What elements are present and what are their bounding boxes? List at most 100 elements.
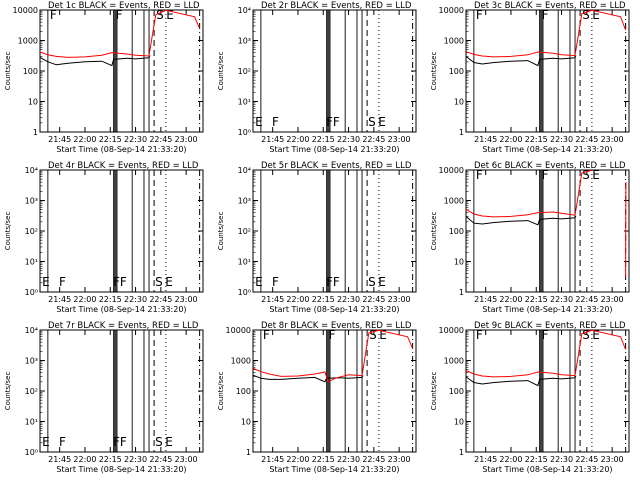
event-letter: F <box>542 8 549 22</box>
plot-frame <box>252 169 417 293</box>
event-letter: F <box>263 328 270 342</box>
plot-frame <box>252 9 417 133</box>
event-letter: S <box>155 435 163 449</box>
event-letter: S <box>582 328 590 342</box>
x-tick-label: 22:15 <box>99 135 122 144</box>
y-tick-label: 1000 <box>444 357 464 366</box>
y-axis-label: Counts/sec <box>430 212 438 251</box>
y-tick-label: 10³ <box>238 37 251 46</box>
x-tick-label: 22:30 <box>337 295 360 304</box>
event-letter: F <box>542 328 549 342</box>
x-tick-label: 21:45 <box>474 455 497 464</box>
x-tick-label: 22:30 <box>550 455 573 464</box>
y-tick-label: 10 <box>454 258 464 267</box>
y-axis-label: Counts/sec <box>430 372 438 411</box>
lld-series-line <box>465 329 627 378</box>
x-axis-label: Start Time (08-Sep-14 21:33:20) <box>56 465 186 474</box>
y-tick-label: 1000 <box>444 37 464 46</box>
x-tick-label: 22:45 <box>575 295 598 304</box>
y-tick-label: 1000 <box>18 37 38 46</box>
events-series-line <box>465 215 577 226</box>
y-tick-label: 10⁰ <box>238 288 251 297</box>
y-tick-label: 1 <box>459 128 464 137</box>
x-tick-label: 22:15 <box>525 135 548 144</box>
y-axis-label: Counts/sec <box>430 52 438 91</box>
lld-series-line <box>39 9 201 58</box>
x-tick-label: 22:45 <box>149 455 172 464</box>
plot-frame <box>39 169 204 293</box>
y-axis-label: Counts/sec <box>217 52 225 91</box>
x-axis-label: Start Time (08-Sep-14 21:33:20) <box>269 465 399 474</box>
x-tick-label: 22:30 <box>124 135 147 144</box>
detector-panel-7: Det 7r BLACK = Events, RED = LLD 10⁰ 10¹ 10… <box>4 321 204 474</box>
event-letter: E <box>42 435 50 449</box>
y-tick-label: 10¹ <box>238 258 251 267</box>
x-tick-label: 22:15 <box>525 295 548 304</box>
y-tick-label: 10² <box>238 227 251 236</box>
event-letter: F <box>329 328 336 342</box>
x-tick-label: 21:45 <box>261 135 284 144</box>
y-tick-label: 10 <box>454 418 464 427</box>
x-tick-label: 21:45 <box>48 295 71 304</box>
x-tick-label: 22:30 <box>124 455 147 464</box>
x-tick-label: 23:00 <box>388 295 411 304</box>
y-tick-label: 100 <box>236 387 251 396</box>
panel-title: Det 6c BLACK = Events, RED = LLD <box>474 161 626 171</box>
event-letter: F <box>59 275 66 289</box>
y-tick-label: 10³ <box>238 197 251 206</box>
y-tick-label: 10⁰ <box>25 448 38 457</box>
y-tick-label: 10 <box>454 98 464 107</box>
event-letter: S <box>368 115 376 129</box>
y-tick-label: 10² <box>238 67 251 76</box>
x-tick-label: 21:45 <box>474 295 497 304</box>
detector-panel-5: Det 5r BLACK = Events, RED = LLD 10⁰ 10¹ 10… <box>217 161 417 314</box>
event-letter: F <box>59 435 66 449</box>
event-letter: F <box>542 168 549 182</box>
event-letter: E <box>255 115 263 129</box>
x-tick-label: 21:45 <box>474 135 497 144</box>
x-tick-label: 22:45 <box>575 135 598 144</box>
x-tick-label: 22:00 <box>286 455 309 464</box>
event-letter: S <box>155 275 163 289</box>
y-tick-label: 10² <box>25 387 38 396</box>
plot-frame <box>39 329 204 453</box>
x-tick-label: 21:45 <box>261 295 284 304</box>
event-letter: E <box>166 8 174 22</box>
detector-panel-4: Det 4r BLACK = Events, RED = LLD 10⁰ 10¹ 10… <box>4 161 204 314</box>
event-letter: E <box>255 275 263 289</box>
y-tick-label: 10¹ <box>238 98 251 107</box>
x-tick-label: 22:00 <box>499 295 522 304</box>
event-letter: E <box>592 328 600 342</box>
event-letter: E <box>592 8 600 22</box>
event-letter: F <box>272 115 279 129</box>
panel-title: Det 9c BLACK = Events, RED = LLD <box>474 321 626 331</box>
y-axis-label: Counts/sec <box>4 212 12 251</box>
y-tick-label: 1000 <box>231 357 251 366</box>
x-axis-label: Start Time (08-Sep-14 21:33:20) <box>269 145 399 154</box>
panel-title: Det 8r BLACK = Events, RED = LLD <box>261 321 412 331</box>
y-tick-label: 10⁰ <box>25 288 38 297</box>
detector-panel-1: Det 1c BLACK = Events, RED = LLD 1 10 100 10… <box>4 1 204 154</box>
x-axis-label: Start Time (08-Sep-14 21:33:20) <box>482 305 612 314</box>
x-tick-label: 22:00 <box>286 135 309 144</box>
x-tick-label: 21:45 <box>48 455 71 464</box>
event-letter: FF <box>113 275 127 289</box>
plot-frame <box>252 329 417 453</box>
event-letter: E <box>379 328 387 342</box>
lld-series-line <box>465 169 593 218</box>
x-tick-label: 22:45 <box>149 135 172 144</box>
x-tick-label: 22:45 <box>362 455 385 464</box>
y-tick-label: 10 <box>28 98 38 107</box>
y-tick-label: 10⁴ <box>25 166 38 175</box>
y-tick-label: 10¹ <box>25 418 38 427</box>
event-letter: E <box>592 168 600 182</box>
y-tick-label: 1 <box>33 128 38 137</box>
y-tick-label: 10⁰ <box>238 128 251 137</box>
event-letter: S <box>369 328 377 342</box>
event-letter: FF <box>326 275 340 289</box>
x-tick-label: 22:00 <box>73 455 96 464</box>
x-tick-label: 22:00 <box>286 295 309 304</box>
event-letter: F <box>476 8 483 22</box>
y-axis-label: Counts/sec <box>217 372 225 411</box>
y-tick-label: 10000 <box>226 326 251 335</box>
